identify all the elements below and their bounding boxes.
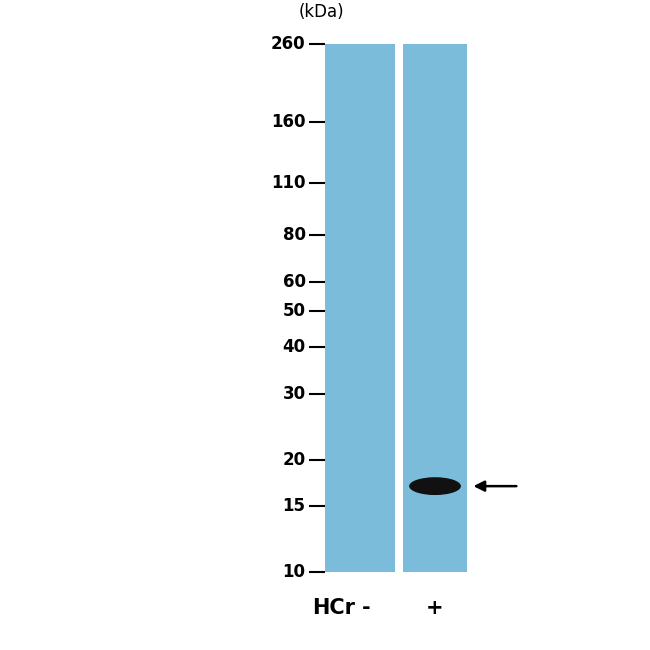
Text: 30: 30 bbox=[283, 385, 306, 403]
Text: HCr: HCr bbox=[313, 597, 356, 618]
Ellipse shape bbox=[409, 477, 461, 495]
Text: -: - bbox=[362, 597, 370, 618]
Text: 80: 80 bbox=[283, 226, 306, 244]
Bar bbox=[402, 44, 467, 572]
Text: 110: 110 bbox=[271, 174, 306, 192]
Text: (kDa): (kDa) bbox=[299, 3, 344, 21]
Bar bbox=[325, 44, 395, 572]
Text: 160: 160 bbox=[271, 114, 306, 131]
Text: 50: 50 bbox=[283, 302, 306, 320]
Text: 10: 10 bbox=[283, 563, 306, 581]
Text: +: + bbox=[426, 597, 444, 618]
Text: 60: 60 bbox=[283, 272, 306, 291]
Text: 40: 40 bbox=[283, 339, 306, 356]
Text: 260: 260 bbox=[271, 34, 306, 53]
Bar bbox=[395, 44, 402, 572]
Text: 15: 15 bbox=[283, 497, 306, 515]
Text: 20: 20 bbox=[283, 450, 306, 469]
